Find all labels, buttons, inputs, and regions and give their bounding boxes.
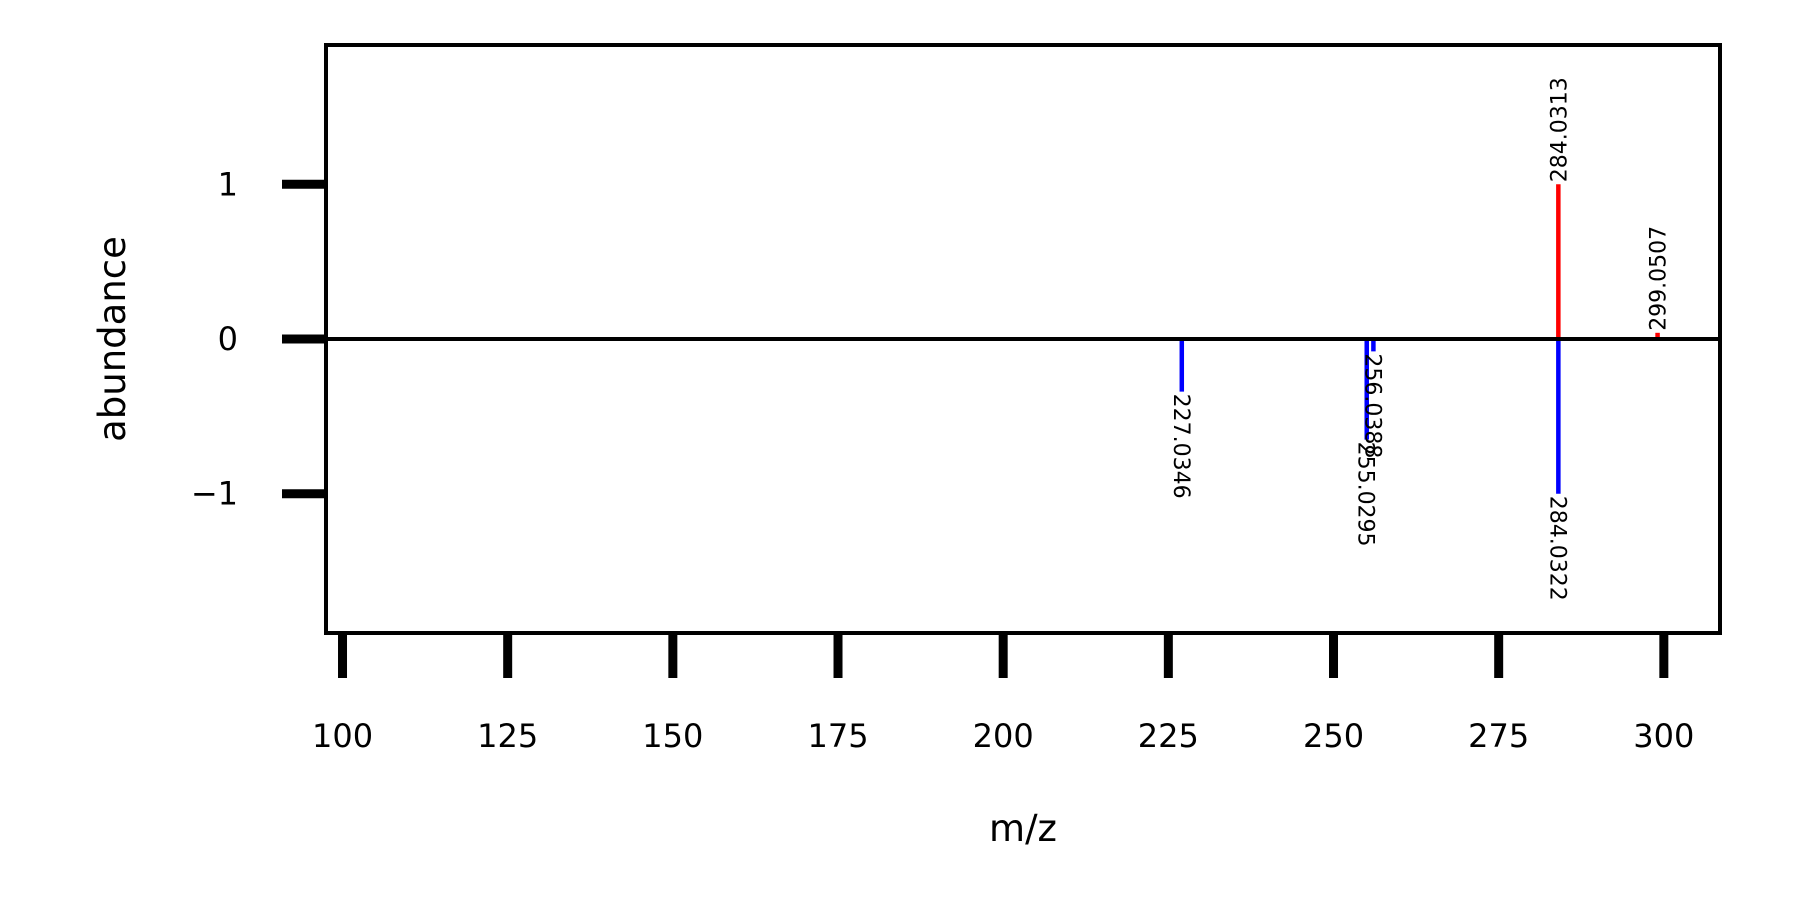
peak-label: 284.0313	[1547, 77, 1572, 182]
y-tick-label: 0	[218, 320, 238, 358]
x-tick-label: 250	[1303, 717, 1364, 755]
peak-label: 299.0507	[1647, 226, 1672, 331]
x-tick-label: 300	[1633, 717, 1694, 755]
y-tick-label: −1	[191, 475, 238, 513]
x-tick-label: 175	[807, 717, 868, 755]
x-tick-label: 125	[477, 717, 538, 755]
x-tick-label: 200	[973, 717, 1034, 755]
y-tick-label: 1	[218, 165, 238, 203]
y-axis-label: abundance	[91, 236, 134, 442]
x-tick-label: 150	[642, 717, 703, 755]
x-tick-label: 275	[1468, 717, 1529, 755]
peak-label: 284.0322	[1544, 496, 1569, 601]
peak-label: 255.0295	[1353, 442, 1378, 547]
x-axis-label: m/z	[989, 807, 1057, 850]
ticks-layer: 1 0 −1 100 125 150 175 200 225 250 275 300	[191, 165, 1695, 755]
plot-frame	[324, 43, 1722, 635]
peak-label: 256.0388	[1359, 353, 1384, 458]
peaks-layer: 284.0313 299.0507 227.0346 255.0295256.0388…	[1168, 77, 1672, 600]
x-tick-label: 225	[1138, 717, 1199, 755]
peak-label: 227.0346	[1168, 394, 1193, 499]
x-tick-label: 100	[312, 717, 373, 755]
